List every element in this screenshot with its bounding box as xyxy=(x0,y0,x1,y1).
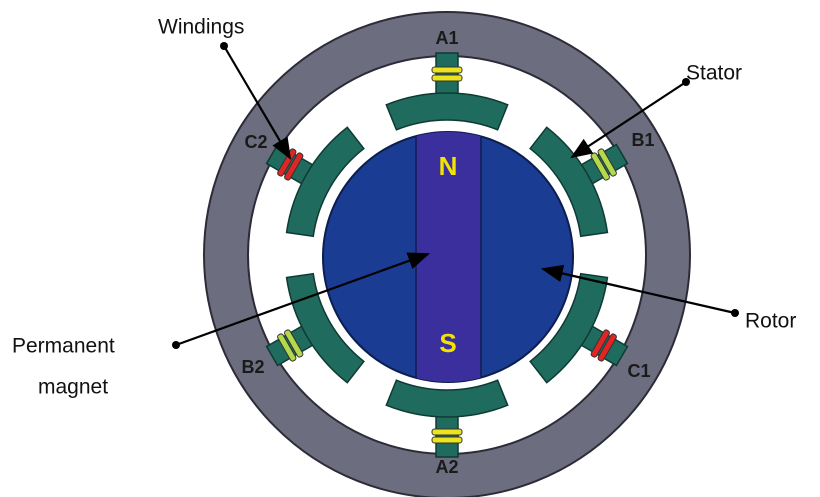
winding xyxy=(431,436,463,444)
winding xyxy=(597,148,617,177)
winding xyxy=(431,66,463,74)
winding xyxy=(284,152,304,181)
winding xyxy=(277,333,297,362)
stator-pole xyxy=(240,264,370,410)
winding xyxy=(277,148,297,177)
pole-label: A2 xyxy=(435,457,458,477)
winding xyxy=(597,333,617,362)
callout-label: Windings xyxy=(158,16,244,39)
south-pole: S xyxy=(439,328,456,358)
winding xyxy=(284,329,304,358)
callout-label: Stator xyxy=(686,62,742,85)
callout-label: magnet xyxy=(38,376,108,399)
stator-pole xyxy=(524,100,654,246)
stator-pole xyxy=(385,379,509,458)
pole-label: C1 xyxy=(627,361,650,381)
pole-label: B2 xyxy=(241,357,264,377)
pole-label: C2 xyxy=(244,132,267,152)
winding xyxy=(431,428,463,436)
winding xyxy=(431,74,463,82)
pole-label: A1 xyxy=(435,28,458,48)
callouts: Windings Stator Rotor Permanent magnet xyxy=(12,16,796,399)
stator-pole xyxy=(240,100,370,246)
winding xyxy=(590,329,610,358)
north-pole: N xyxy=(439,151,458,181)
pole-label: B1 xyxy=(631,130,654,150)
callout-label: Rotor xyxy=(745,310,796,333)
stator-pole xyxy=(385,52,509,131)
stator-pole xyxy=(524,264,654,410)
stator-poles xyxy=(240,52,654,458)
callout-label: Permanent xyxy=(12,335,115,358)
